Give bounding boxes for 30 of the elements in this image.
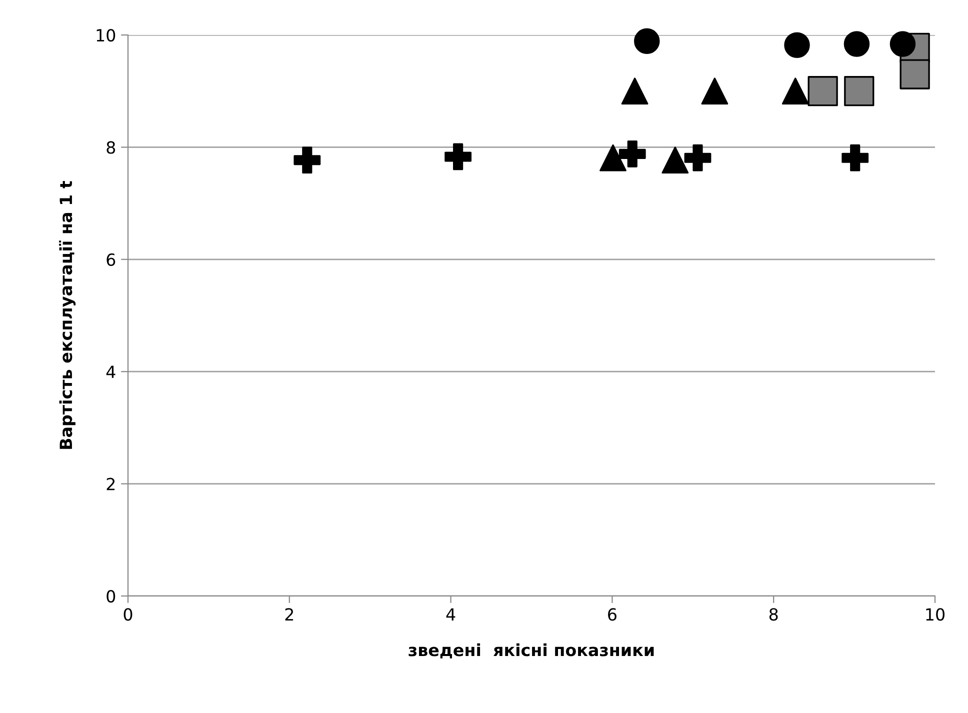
- point: [662, 146, 689, 174]
- x-tick-label: 6: [608, 608, 616, 621]
- point: [782, 78, 809, 105]
- point: [618, 140, 646, 168]
- x-tick-label: 4: [446, 608, 456, 620]
- point: [444, 143, 472, 170]
- point: [634, 28, 660, 54]
- y-tick-label: 2: [106, 478, 115, 490]
- point: [784, 32, 810, 58]
- point: [808, 76, 838, 106]
- y-tick-label: 6: [106, 253, 116, 266]
- point: [621, 78, 648, 105]
- point: [844, 31, 870, 57]
- y-tick-label: 4: [106, 366, 116, 378]
- y-tick-label: 10: [96, 28, 116, 42]
- y-axis-title: Вартість експлуатації на 1 t: [59, 180, 76, 449]
- point: [900, 59, 930, 90]
- x-tick-label: 2: [285, 608, 294, 620]
- x-axis-title: зведені якісні показники: [408, 643, 654, 658]
- point: [684, 144, 712, 172]
- x-tick-label: 0: [124, 608, 132, 621]
- point: [600, 144, 626, 172]
- y-tick-label: 0: [106, 590, 116, 603]
- point: [842, 144, 869, 172]
- point: [294, 146, 321, 174]
- x-tick-label: 8: [769, 608, 778, 621]
- y-tick-label: 8: [106, 141, 116, 154]
- x-tick-label: 10: [926, 608, 944, 621]
- point: [701, 78, 728, 105]
- point: [844, 76, 874, 106]
